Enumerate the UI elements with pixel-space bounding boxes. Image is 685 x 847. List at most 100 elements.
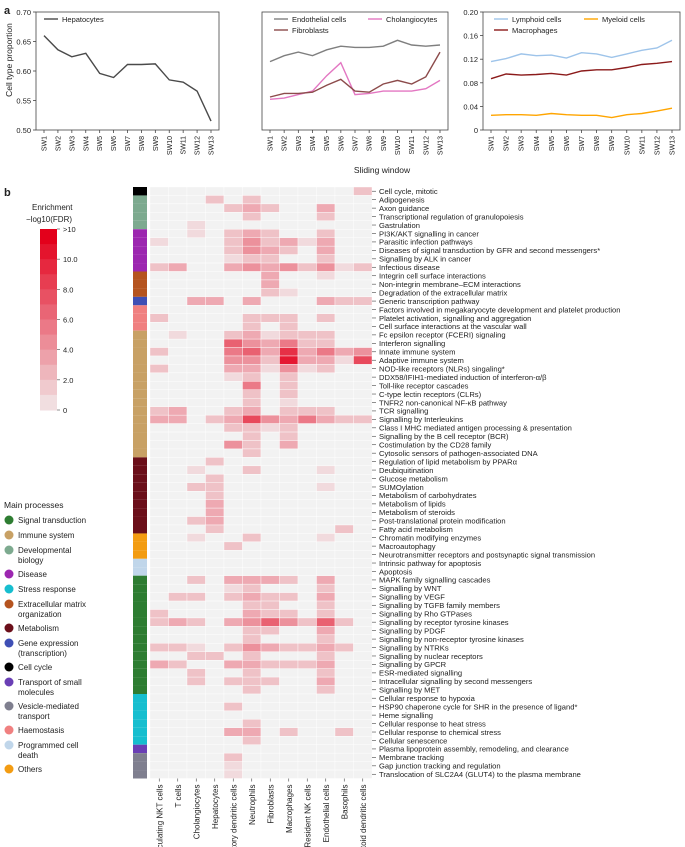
heatmap-cell (223, 693, 243, 703)
heatmap-cell (223, 195, 243, 205)
heatmap-cell (353, 643, 373, 652)
heatmap-cell (334, 693, 354, 703)
heatmap-cell (334, 499, 354, 509)
x-tick-label: SW5 (549, 136, 556, 151)
heatmap-cell (205, 516, 225, 526)
heatmap-cell (334, 592, 354, 602)
heatmap-cell (353, 195, 373, 205)
heatmap-cell (223, 440, 243, 450)
heatmap-cell (223, 398, 243, 407)
x-tick-label: SW2 (282, 136, 289, 151)
heatmap-cell (279, 634, 299, 644)
heatmap-cell (297, 313, 317, 323)
heatmap-cell (186, 322, 206, 331)
heatmap-cell (334, 744, 354, 754)
heatmap-cell (186, 583, 206, 593)
heatmap-cell (186, 262, 206, 272)
heatmap-cell (297, 381, 317, 391)
heatmap-cell (186, 752, 206, 762)
category-bar-cell (133, 347, 147, 356)
heatmap-cell (260, 440, 280, 450)
heatmap-cell (205, 296, 225, 306)
heatmap-cell (223, 727, 243, 737)
heatmap-cell (168, 347, 188, 357)
heatmap-cell (205, 550, 225, 559)
heatmap-cell (223, 322, 243, 331)
heatmap-cell (297, 643, 317, 652)
heatmap-cell (260, 507, 280, 517)
heatmap-cell (149, 288, 169, 298)
heatmap-cell (149, 389, 169, 399)
heatmap-cell (334, 600, 354, 610)
heatmap-cell (334, 626, 354, 636)
heatmap-cell (149, 381, 169, 391)
heatmap-cell (353, 592, 373, 602)
heatmap-cell (279, 245, 299, 255)
row-label: Cytosolic sensors of pathogen-associated… (379, 449, 539, 458)
row-label: Post-translational protein modification (379, 517, 506, 526)
heatmap-cell (168, 668, 188, 678)
category-bar-cell (133, 516, 147, 525)
category-bar-cell (133, 558, 147, 568)
heatmap-cell (353, 752, 373, 762)
y-tick-label: 0.60 (16, 67, 31, 76)
heatmap-cell (223, 465, 243, 475)
heatmap-cell (223, 736, 243, 745)
heatmap-cell (168, 229, 188, 238)
category-bar-cell (133, 651, 147, 661)
heatmap-cell (168, 533, 188, 543)
heatmap-cell (260, 338, 280, 348)
category-bar-cell (133, 584, 147, 593)
colorbar-tick-label: 10.0 (63, 255, 78, 264)
heatmap-cell (260, 322, 280, 331)
heatmap-cell (223, 406, 243, 416)
heatmap-cell (186, 660, 206, 669)
heatmap-cell (279, 186, 299, 196)
heatmap-cell (186, 254, 206, 264)
heatmap-cell (297, 203, 317, 213)
heatmap-cell (149, 727, 169, 737)
heatmap-cell (279, 660, 299, 669)
heatmap-cell (279, 676, 299, 686)
heatmap-cell (223, 651, 243, 661)
heatmap-cell (186, 693, 206, 703)
heatmap-cell (223, 431, 243, 441)
row-label: TNFR2 non-canonical NF-κB pathway (379, 398, 507, 407)
y-tick-label: 0.08 (463, 79, 478, 88)
category-bar-cell (133, 279, 147, 289)
heatmap-cell (186, 761, 206, 771)
heatmap-cell (279, 195, 299, 205)
heatmap-cell (186, 271, 206, 281)
heatmap-cell (316, 634, 336, 644)
heatmap-cell (279, 710, 299, 720)
heatmap-cell (205, 313, 225, 323)
heatmap-cell (205, 262, 225, 272)
heatmap-cell (260, 262, 280, 272)
heatmap-cell (186, 389, 206, 399)
heatmap-cell (186, 634, 206, 644)
heatmap-cell (260, 212, 280, 222)
heatmap-cell (149, 516, 169, 526)
heatmap-cell (242, 651, 262, 661)
heatmap-cell (186, 541, 206, 551)
heatmap-cell (297, 423, 317, 433)
heatmap-cell (334, 288, 354, 298)
heatmap-cell (186, 195, 206, 205)
heatmap-cell (260, 710, 280, 720)
heatmap-cell (297, 338, 317, 348)
heatmap-cell (205, 220, 225, 230)
heatmap-cell (205, 491, 225, 500)
heatmap-cell (223, 499, 243, 509)
heatmap-cell (334, 431, 354, 441)
heatmap-cell (149, 431, 169, 441)
heatmap-cell (297, 710, 317, 720)
heatmap-cell (334, 507, 354, 517)
heatmap-cell (168, 744, 188, 754)
panel-label-b: b (4, 187, 11, 199)
process-label-line: death (18, 751, 38, 760)
heatmap-cell (353, 668, 373, 678)
heatmap-cell (353, 322, 373, 331)
heatmap-cell (260, 499, 280, 509)
heatmap-cell (186, 626, 206, 636)
heatmap-cell (316, 372, 336, 382)
